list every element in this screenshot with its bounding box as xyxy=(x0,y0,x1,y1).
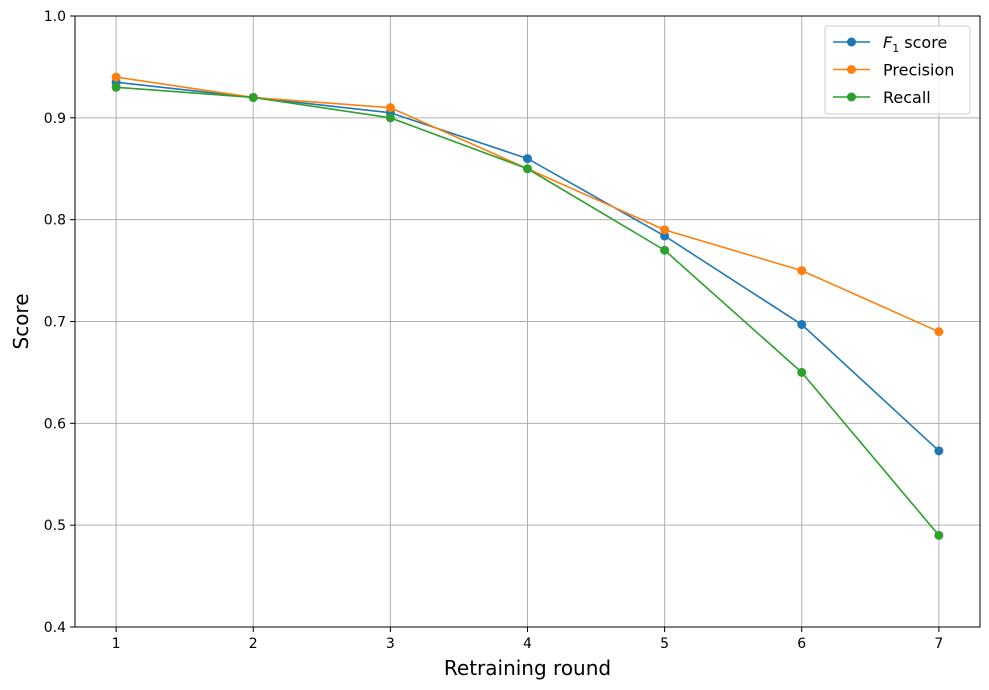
series-lines xyxy=(111,72,944,540)
series-1-point xyxy=(660,225,670,235)
series-0-point xyxy=(934,446,944,456)
series-2-point xyxy=(248,92,258,102)
series-1-point xyxy=(385,103,395,113)
series-1-point xyxy=(111,72,121,82)
y-tick-label: 0.7 xyxy=(44,315,66,331)
x-tick-label: 3 xyxy=(386,636,395,652)
series-2-point xyxy=(797,367,807,377)
y-tick-label: 0.4 xyxy=(44,620,66,636)
legend-label: Recall xyxy=(883,88,931,107)
x-tick-label: 1 xyxy=(112,636,121,652)
legend-swatch-marker xyxy=(847,65,856,74)
series-1-point xyxy=(934,327,944,337)
series-1-point xyxy=(797,266,807,276)
series-2-point xyxy=(934,530,944,540)
series-2-point xyxy=(385,113,395,123)
legend-swatch-marker xyxy=(847,92,856,102)
series-0-point xyxy=(523,154,532,164)
y-tick-label: 0.5 xyxy=(44,518,66,534)
y-tick-label: 0.6 xyxy=(44,416,66,432)
x-tick-label: 5 xyxy=(660,636,669,652)
series-2-point xyxy=(111,82,121,92)
y-tick-label: 0.9 xyxy=(44,111,66,127)
x-tick-label: 2 xyxy=(249,636,258,652)
x-tick-label: 4 xyxy=(523,636,532,652)
legend-swatch-marker xyxy=(847,37,856,47)
y-axis-label: Score xyxy=(9,293,33,349)
series-0-point xyxy=(797,320,807,330)
y-tick-label: 0.8 xyxy=(44,213,66,229)
legend-label: F1 score xyxy=(883,33,947,55)
legend-label: Precision xyxy=(883,61,954,80)
legend-box xyxy=(824,25,971,115)
series-2-point xyxy=(660,245,670,255)
y-tick-label: 1.0 xyxy=(44,9,66,25)
x-tick-label: 6 xyxy=(797,636,806,652)
axis-ticks: 1 2 3 4 5 6 7 0.4 0.5 0.6 0.7 0.8 0.9 1.0 xyxy=(44,9,944,652)
legend: F1 score Precision Recall xyxy=(824,25,971,115)
x-tick-label: 7 xyxy=(934,636,943,652)
series-2-point xyxy=(523,164,532,174)
x-axis-label: Retraining round xyxy=(444,656,611,680)
